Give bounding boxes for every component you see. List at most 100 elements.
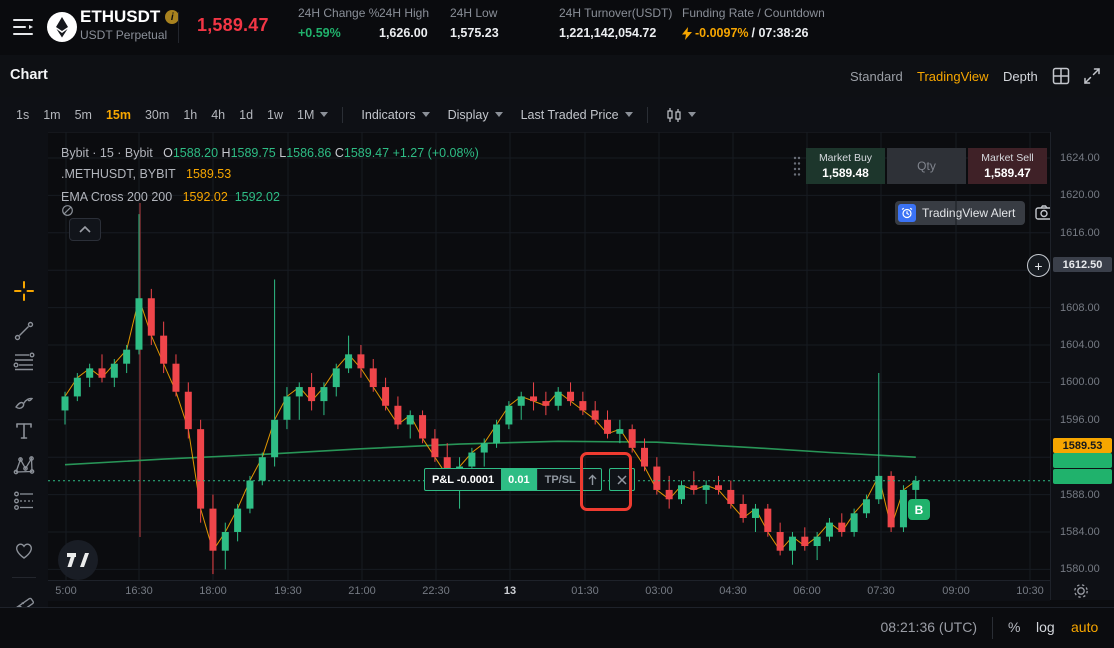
index-series-name: .METHUSDT, BYBIT [61,167,176,181]
grid-layout-icon[interactable] [1051,66,1071,86]
pnl-value: P&L -0.0001 [432,473,495,486]
close-position-button[interactable] [608,468,635,491]
price-tick-label: 1624.00 [1060,152,1100,164]
index-line-layer [64,296,917,552]
legend-collapse-button[interactable] [69,218,101,241]
plus-circle-icon[interactable]: + [1027,254,1050,277]
footer-separator [992,617,993,639]
ohlc-open: 1588.20 [172,146,219,160]
toolbar-divider [646,106,648,123]
price-source-button[interactable]: Last Traded Price [521,108,633,122]
brush-tool[interactable] [8,386,40,418]
hamburger-menu-icon[interactable] [12,17,36,37]
drag-handle-icon[interactable] [792,153,802,179]
chart-footer-bar: 08:21:36 (UTC) % log auto [0,608,1114,648]
time-tick-label: 01:30 [571,585,599,597]
sell-price: 1,589.47 [984,166,1031,180]
tradingview-logo[interactable] [58,540,98,580]
stat-label: 24H Change % [298,6,380,20]
crosshair-tool[interactable] [8,275,40,307]
text-tool[interactable] [8,415,40,447]
market-buy-button[interactable]: Market Buy 1,589.48 [806,148,885,184]
chart-toolbar: 1s 1m 5m 15m 30m 1h 4h 1d 1w 1M Indicato… [0,97,1114,225]
position-line-widget: P&L -0.0001 0.01 TP/SL [424,468,635,491]
buy-order-marker[interactable]: B [908,499,930,520]
drawing-toolbar [0,132,48,648]
percent-scale-button[interactable]: % [1008,619,1021,635]
reverse-position-button[interactable] [582,469,601,490]
tab-standard[interactable]: Standard [850,69,903,84]
hide-slash-icon [62,205,73,216]
price-tick-label: 1620.00 [1060,189,1100,202]
header-divider [178,12,179,43]
xabcd-pattern-tool[interactable] [8,449,40,481]
stat-24h-high: 24H High 1,626.00 [379,6,429,40]
qty-input[interactable]: Qty [887,148,966,184]
chart-tab-bar: Chart Standard TradingView Depth [0,55,1114,98]
stat-24h-turnover: 24H Turnover(USDT) 1,221,142,054.72 [559,6,672,40]
alarm-clock-icon [898,204,916,222]
time-tick-label: 03:00 [645,585,673,597]
auto-scale-button[interactable]: auto [1071,619,1099,635]
market-sell-button[interactable]: Market Sell 1,589.47 [968,148,1047,184]
info-icon[interactable]: i [165,10,180,24]
tab-depth[interactable]: Depth [1003,69,1038,84]
stat-value: +0.59% [298,26,341,40]
stat-24h-change: 24H Change % +0.59% [298,6,379,40]
indicators-button[interactable]: Indicators [361,108,430,122]
expand-icon[interactable] [1082,66,1102,86]
symbol-name[interactable]: ETHUSDT [80,7,161,26]
close-icon [617,474,627,485]
interval-30m[interactable]: 30m [144,107,170,122]
last-price: 1,589.47 [197,15,269,35]
legend-ema-row[interactable]: EMA Cross 200 200 1592.02 1592.02 [61,190,283,217]
log-scale-button[interactable]: log [1036,619,1055,635]
chevron-up-icon [79,226,91,233]
interval-1h[interactable]: 1h [183,107,198,122]
legend-index-row[interactable]: .METHUSDT, BYBIT 1589.53 [61,167,231,181]
price-tag-1589.47[interactable]: 1589.47 [1053,469,1112,484]
stat-value: 1,575.23 [450,26,499,40]
tpsl-button[interactable]: TP/SL [536,469,583,490]
stat-value: 1,221,142,054.72 [559,26,657,40]
price-tag-1589.53[interactable]: 1589.53 [1053,438,1112,453]
fib-retracement-tool[interactable] [8,345,40,377]
time-tick-label: 07:30 [867,585,895,597]
favorites-heart-tool[interactable] [8,534,40,566]
interval-1w[interactable]: 1w [267,107,284,122]
ema-series-name: EMA Cross 200 200 [61,190,173,204]
interval-1s[interactable]: 1s [16,107,30,122]
price-tick-label: 1588.00 [1060,488,1100,501]
price-axis[interactable]: 1624.00 1620.00 1616.00 1608.00 1604.00 1600.… [1050,132,1114,600]
tab-tradingview[interactable]: TradingView [917,69,989,84]
footer-divider [0,607,1114,608]
interval-1d[interactable]: 1d [239,107,254,122]
interval-15m[interactable]: 15m [105,107,131,122]
interval-4h[interactable]: 4h [211,107,226,122]
interval-5m[interactable]: 5m [74,107,92,122]
chart-clock[interactable]: 08:21:36 (UTC) [880,619,977,635]
time-tick-label: 04:30 [719,585,747,597]
candle-type-button[interactable] [666,107,696,123]
price-tag-1612.50[interactable]: 1612.50 [1053,257,1112,272]
price-tag-1589.48[interactable]: 1589.48 [1053,453,1112,468]
tradingview-alert-button[interactable]: TradingView Alert [895,201,1026,225]
display-button[interactable]: Display [448,108,503,122]
ema-value-2: 1592.02 [234,190,280,204]
chevron-down-icon [421,112,430,117]
time-tick-label: 13 [503,585,517,597]
chevron-down-icon[interactable] [320,112,329,117]
ohlc-low: 1586.86 [286,146,332,160]
trend-line-tool[interactable] [8,315,40,347]
legend-main-row[interactable]: Bybit · 15 · Bybit O1588.20 H1589.75 L15… [61,146,479,160]
quick-trade-widget: Market Buy 1,589.48 Qty Market Sell 1,58… [792,148,1047,184]
time-axis[interactable]: 5:00 16:30 18:00 19:30 21:00 22:30 13 01:30 03:0… [48,580,1050,601]
interval-1M[interactable]: 1M [297,107,315,122]
stat-label: Funding Rate / Countdown [682,6,825,20]
gear-icon[interactable] [1072,582,1090,600]
price-tick-label: 1600.00 [1060,376,1100,389]
time-tick-label: 16:30 [125,585,153,597]
interval-1m[interactable]: 1m [43,107,61,122]
long-position-tool[interactable] [8,484,40,516]
candlestick-chart-canvas[interactable] [48,132,1050,580]
